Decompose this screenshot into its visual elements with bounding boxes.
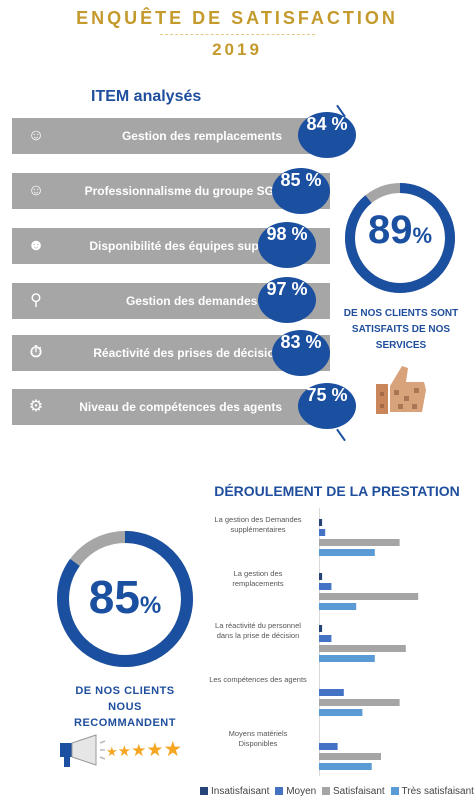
chart-legend: Insatisfaisant Moyen Satisfaisant Très s…	[200, 786, 474, 797]
item-label: Niveau de compétences des agents	[79, 400, 282, 414]
item-percent-bubble: 83 %	[272, 330, 330, 376]
bar-très-satisfaisant	[319, 549, 375, 556]
category-label: Disponibles	[239, 739, 278, 748]
page-title: ENQUÊTE DE SATISFACTION	[76, 8, 398, 28]
item-label: Gestion des demandes sup	[125, 294, 282, 308]
satisfaction-value: 89%	[338, 208, 462, 253]
item-label: Gestion des remplacements	[121, 129, 282, 143]
donut-value-arc	[57, 531, 193, 667]
team-icon: ☺☺	[27, 182, 45, 223]
megaphone-icon	[60, 734, 106, 767]
brain-head-icon: ⚙	[28, 398, 44, 415]
category-label: La gestion des Demandes	[214, 515, 301, 524]
thumbs-up-icon	[376, 366, 426, 414]
star-icon: ★	[146, 740, 164, 761]
recommend-donut	[57, 531, 193, 667]
bar-satisfaisant	[319, 699, 400, 706]
bar-satisfaisant	[319, 593, 419, 600]
legend-label: Moyen	[286, 786, 317, 797]
bar-insatisfaisant	[319, 519, 323, 526]
bar-insatisfaisant	[319, 573, 323, 580]
support-agent-icon: ☻	[27, 237, 45, 254]
bar-satisfaisant	[319, 539, 400, 546]
item-percent-bubble: 85 %	[272, 168, 330, 214]
legend-item: Moyen	[275, 786, 316, 797]
donut-value-arc	[345, 183, 455, 293]
bar-moyen	[319, 689, 344, 696]
item-label: Réactivité des prises de décision	[93, 346, 282, 360]
bar-insatisfaisant	[319, 625, 323, 632]
bar-moyen	[319, 743, 338, 750]
category-label: La gestion des	[234, 569, 283, 578]
satisfaction-number: 89	[367, 208, 413, 252]
legend-swatch	[390, 787, 399, 795]
item-label: Disponibilité des équipes support	[89, 239, 282, 253]
star-icon: ★	[106, 744, 118, 759]
star-icon: ★	[131, 741, 147, 760]
bar-satisfaisant	[319, 645, 406, 652]
legend-swatch	[200, 787, 208, 795]
legend-label: Satisfaisant	[333, 786, 385, 797]
item-percent-bubble: 75 %	[298, 383, 356, 429]
stopwatch-icon: ⏱	[29, 344, 43, 361]
recommend-unit: %	[139, 592, 162, 619]
page-year: 2019	[212, 40, 262, 59]
satisfaction-caption: DE NOS CLIENTS SONT SATISFAITS DE NOS SE…	[343, 308, 459, 351]
legend-item: Satisfaisant	[322, 786, 385, 797]
item-percent-bubble: 98 %	[258, 222, 316, 268]
item-label: Professionnalisme du groupe SGP	[84, 184, 282, 198]
bar-moyen	[319, 583, 332, 590]
category-label: Les compétences des agents	[209, 675, 307, 684]
users-icon: ☺☺	[27, 127, 45, 168]
star-icon: ★	[163, 738, 183, 761]
item-bar-remplacements: ☺☺ Gestion des remplacements	[12, 118, 330, 168]
bar-très-satisfaisant	[319, 763, 372, 770]
legend-swatch	[275, 787, 284, 795]
satisfaction-unit: %	[412, 223, 433, 248]
title-divider	[160, 34, 315, 35]
category-label: dans la prise de décision	[217, 631, 300, 640]
bar-très-satisfaisant	[319, 603, 357, 610]
star-icon: ★	[117, 743, 132, 760]
bar-satisfaisant	[319, 753, 381, 760]
recommend-number: 85	[88, 571, 140, 623]
legend-item: Insatisfaisant	[200, 786, 269, 797]
rating-stars: ★★★★★	[106, 737, 182, 762]
category-label: supplémentaires	[230, 525, 285, 534]
bar-très-satisfaisant	[319, 655, 375, 662]
bar-moyen	[319, 635, 332, 642]
legend-item: Très satisfaisant	[390, 786, 474, 797]
recommend-caption: DE NOS CLIENTS NOUS RECOMMANDENT	[74, 685, 176, 729]
legend-swatch	[322, 787, 331, 795]
legend-label: Insatisfaisant	[211, 786, 270, 797]
bubble-tail	[336, 428, 346, 442]
item-percent-bubble: 84 %	[298, 112, 356, 158]
chart-title: DÉROULEMENT DE LA PRESTATION	[214, 483, 460, 499]
bar-très-satisfaisant	[319, 709, 363, 716]
satisfaction-donut	[345, 183, 455, 293]
magnifier-icon: ⚲	[30, 292, 42, 309]
category-label: Moyens matériels	[229, 729, 288, 738]
recommend-value: 85%	[53, 570, 197, 624]
bar-moyen	[319, 529, 326, 536]
legend-label: Très satisfaisant	[401, 786, 474, 797]
category-label: La réactivité du personnel	[215, 621, 301, 630]
category-label: remplacements	[232, 579, 284, 588]
item-bar-competences: ⚙ Niveau de compétences des agents	[12, 389, 330, 425]
items-section-title: ITEM analysés	[91, 88, 202, 105]
item-percent-bubble: 97 %	[258, 277, 316, 323]
